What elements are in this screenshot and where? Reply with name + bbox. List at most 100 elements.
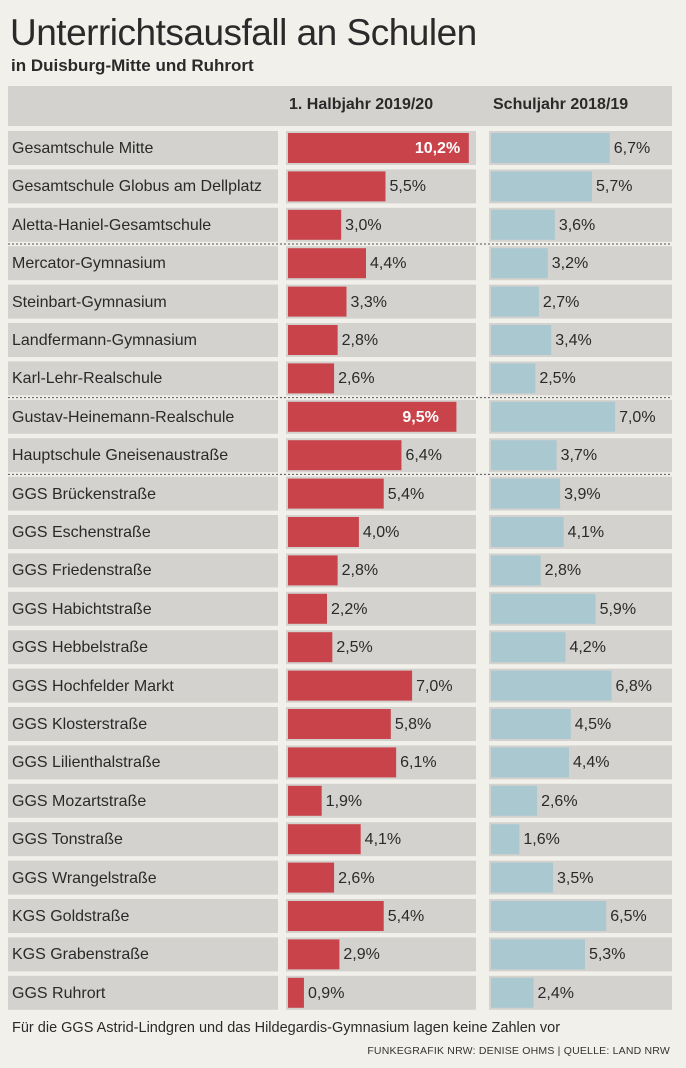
data-label-current: 0,9% [307,984,345,1002]
data-label-previous: 2,8% [544,562,582,580]
data-label-previous: 3,5% [557,869,594,887]
row-bg-name [8,783,278,818]
column-header-row [8,86,672,126]
category-label: KGS Grabenstraße [12,946,149,964]
bar-current [288,133,469,163]
data-label-previous: 4,1% [567,524,605,541]
bar-current [288,517,359,547]
row-bg-name [8,860,278,895]
data-label-current: 2,8% [341,332,379,349]
category-label: GGS Hebbelstraße [12,639,149,657]
bar-current [288,785,322,816]
data-label-current: 3,0% [345,216,382,234]
row-bg-name [8,937,278,972]
data-label-current: 10,2% [414,140,461,157]
bar-previous [491,785,538,816]
category-label: GGS Brückenstraße [12,485,157,503]
bar-previous [491,325,552,355]
category-label: Hauptschule Gneisenaustraße [12,447,229,465]
footnote: Für die GGS Astrid-Lindgren und das Hild… [12,1020,561,1036]
data-label-current: 2,5% [336,639,373,657]
data-label-previous: 2,7% [542,293,580,311]
bar-previous [491,363,536,394]
bar-previous [491,901,607,931]
data-label-current: 5,5% [389,178,426,196]
data-label-current: 2,6% [338,869,375,887]
data-label-previous: 1,6% [523,831,560,849]
row-bg-name [8,399,278,434]
bar-previous [491,133,610,163]
chart-subtitle: in Duisburg-Mitte und Ruhrort [11,56,254,75]
bar-previous [491,478,561,509]
source-credit: FUNKEGRAFIK NRW: DENISE OHMS | QUELLE: L… [367,1045,670,1057]
series-header-current: 1. Halbjahr 2019/20 [289,96,434,113]
row-bg-name [8,323,278,357]
row-bg-name [8,515,278,549]
row-bg-name [8,131,278,165]
row-bg-name [8,707,278,741]
chart-title: Unterrichtsausfall an Schulen [10,12,477,53]
category-label: GGS Habichtstraße [12,600,152,618]
category-label: GGS Hochfelder Markt [12,677,174,695]
bar-previous [491,862,554,893]
bar-previous [491,670,612,701]
category-label: Gustav-Heinemann-Realschule [12,408,235,426]
bar-current [288,171,386,202]
bar-current [288,709,391,739]
bar-current [288,555,338,586]
bar-previous [491,555,541,586]
row-bg-name [8,822,278,857]
row-bg-name [8,899,278,933]
bar-current [288,401,457,432]
bar-current [288,977,304,1008]
category-label: GGS Lilienthalstraße [12,754,161,772]
data-label-current: 5,4% [387,908,425,925]
bar-current [288,939,340,970]
category-label: KGS Goldstraße [12,908,130,925]
category-label: Gesamtschule Globus am Dellplatz [12,178,262,196]
bar-current [288,363,335,394]
data-label-previous: 2,4% [537,984,574,1002]
data-label-current: 6,1% [400,754,437,772]
data-label-current: 2,2% [331,600,368,618]
bar-previous [491,440,557,471]
bar-current [288,209,342,240]
data-label-current: 2,9% [343,946,380,964]
bar-current [288,286,347,317]
bar-current [288,670,413,701]
data-label-previous: 4,4% [573,754,610,772]
bar-current [288,478,384,509]
data-label-current: 4,1% [364,831,402,849]
data-label-current: 3,3% [350,293,387,311]
category-label: Mercator-Gymnasium [12,255,166,273]
data-label-current: 7,0% [416,677,453,695]
bar-current [288,440,402,471]
data-label-current: 2,8% [341,562,379,580]
bar-previous [491,632,566,663]
data-label-previous: 3,6% [558,216,596,234]
bar-previous [491,286,539,317]
category-label: Karl-Lehr-Realschule [12,370,163,388]
data-label-previous: 4,5% [574,716,612,733]
category-label: GGS Mozartstraße [12,792,147,810]
row-bg-name [8,476,278,511]
bar-previous [491,171,593,202]
row-bg-name [8,207,278,242]
category-label: GGS Wrangelstraße [12,869,157,887]
bar-current [288,593,327,624]
data-label-previous: 5,7% [596,178,633,196]
category-label: Landfermann-Gymnasium [12,332,197,349]
bar-current [288,862,335,893]
data-label-previous: 3,7% [560,447,598,465]
bar-current [288,747,397,778]
row-bg-name [8,553,278,588]
row-bg-name [8,284,278,319]
data-label-current: 9,5% [402,408,439,426]
bar-previous [491,248,548,279]
data-label-current: 4,4% [370,255,407,273]
data-label-previous: 6,8% [615,677,652,695]
data-label-previous: 6,7% [613,140,651,157]
row-bg-previous [489,822,672,857]
data-label-previous: 6,5% [610,908,647,925]
